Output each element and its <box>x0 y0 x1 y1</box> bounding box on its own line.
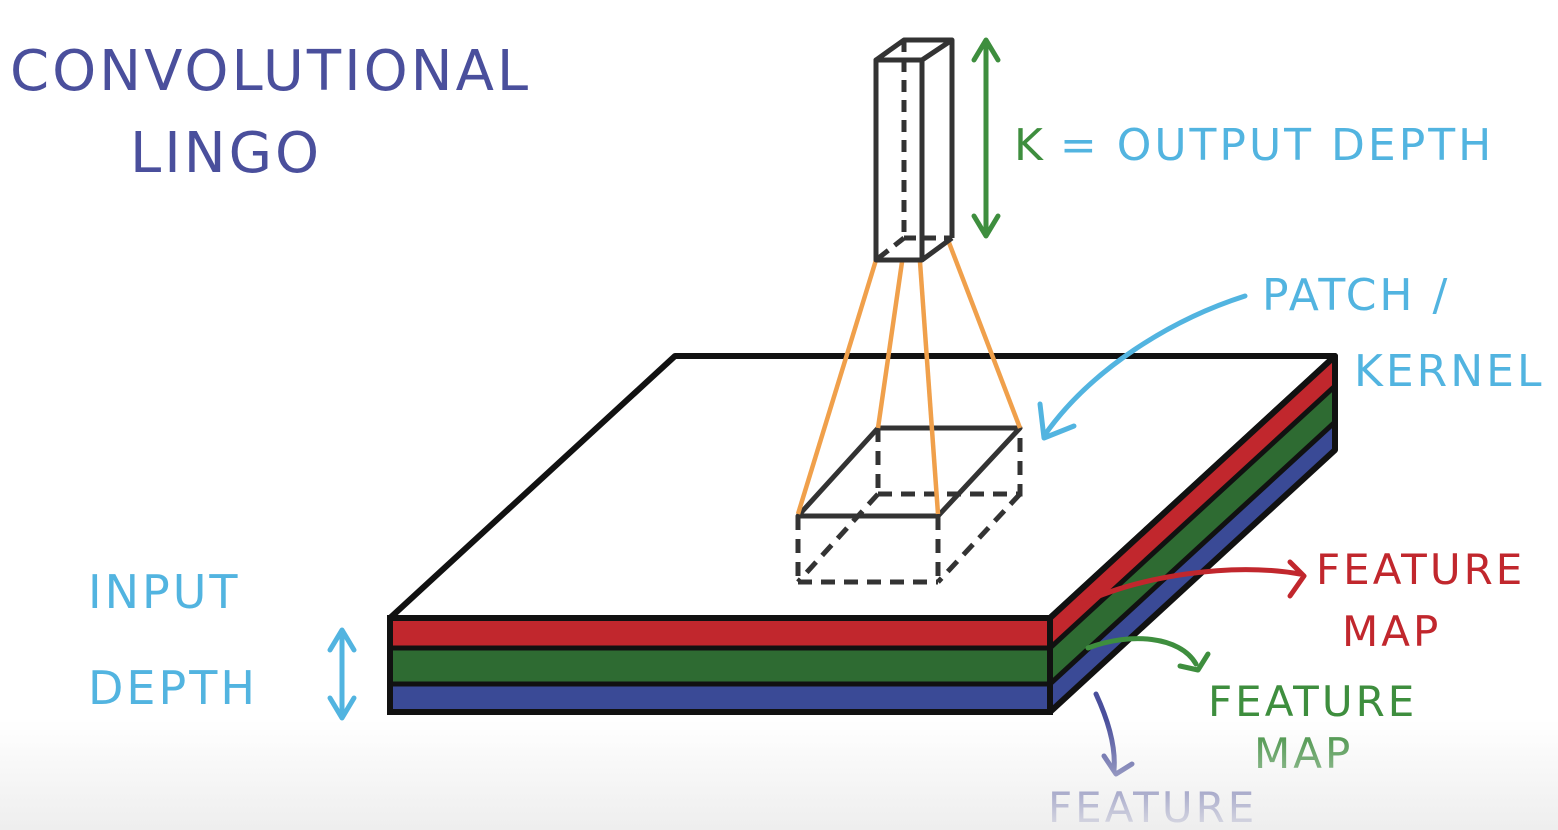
layer-blue-front <box>390 684 1050 712</box>
patch-pointer-arrow <box>1041 293 1248 439</box>
feature-map-green-line-2: MAP <box>1254 729 1353 778</box>
feature-map-green-line-1: FEATURE <box>1208 677 1417 726</box>
output-column <box>873 37 955 263</box>
patch-pointer-arrowhead <box>1037 401 1077 441</box>
layer-separator <box>1048 420 1337 686</box>
title-line-2: LINGO <box>130 121 322 186</box>
patch-box <box>795 425 1023 585</box>
patch-label-line-1: PATCH / <box>1262 270 1450 321</box>
feature-map-green-pointer <box>1085 636 1199 667</box>
feature-map-red-line-2: MAP <box>1342 607 1441 656</box>
layer-separator <box>1048 384 1337 650</box>
input-depth-arrow <box>327 627 357 721</box>
feature-map-blue-arrowhead <box>1101 753 1135 777</box>
layer-green-front <box>390 648 1050 684</box>
side-face-outline <box>1047 353 1338 715</box>
layer-red-side <box>1050 356 1335 648</box>
layer-red-front <box>390 618 1050 648</box>
output-depth-label: K = OUTPUT DEPTH <box>1014 120 1494 171</box>
feature-map-red-arrowhead <box>1287 559 1307 599</box>
input-depth-label-line-1: INPUT <box>88 565 240 619</box>
feature-map-red-line-1: FEATURE <box>1316 545 1525 594</box>
patch-label-line-2: KERNEL <box>1354 346 1544 397</box>
feature-map-red-pointer <box>1077 567 1303 607</box>
input-depth-label-line-2: DEPTH <box>88 661 258 715</box>
layer-green-side <box>1050 386 1335 684</box>
output-depth-text: = OUTPUT DEPTH <box>1060 120 1494 171</box>
output-depth-arrow <box>971 37 1001 239</box>
projection-lines <box>795 239 1023 515</box>
feature-map-green-arrowhead <box>1177 651 1211 673</box>
feature-map-blue-line-1: FEATURE <box>1048 783 1257 830</box>
title-line-1: CONVOLUTIONAL <box>10 39 531 104</box>
